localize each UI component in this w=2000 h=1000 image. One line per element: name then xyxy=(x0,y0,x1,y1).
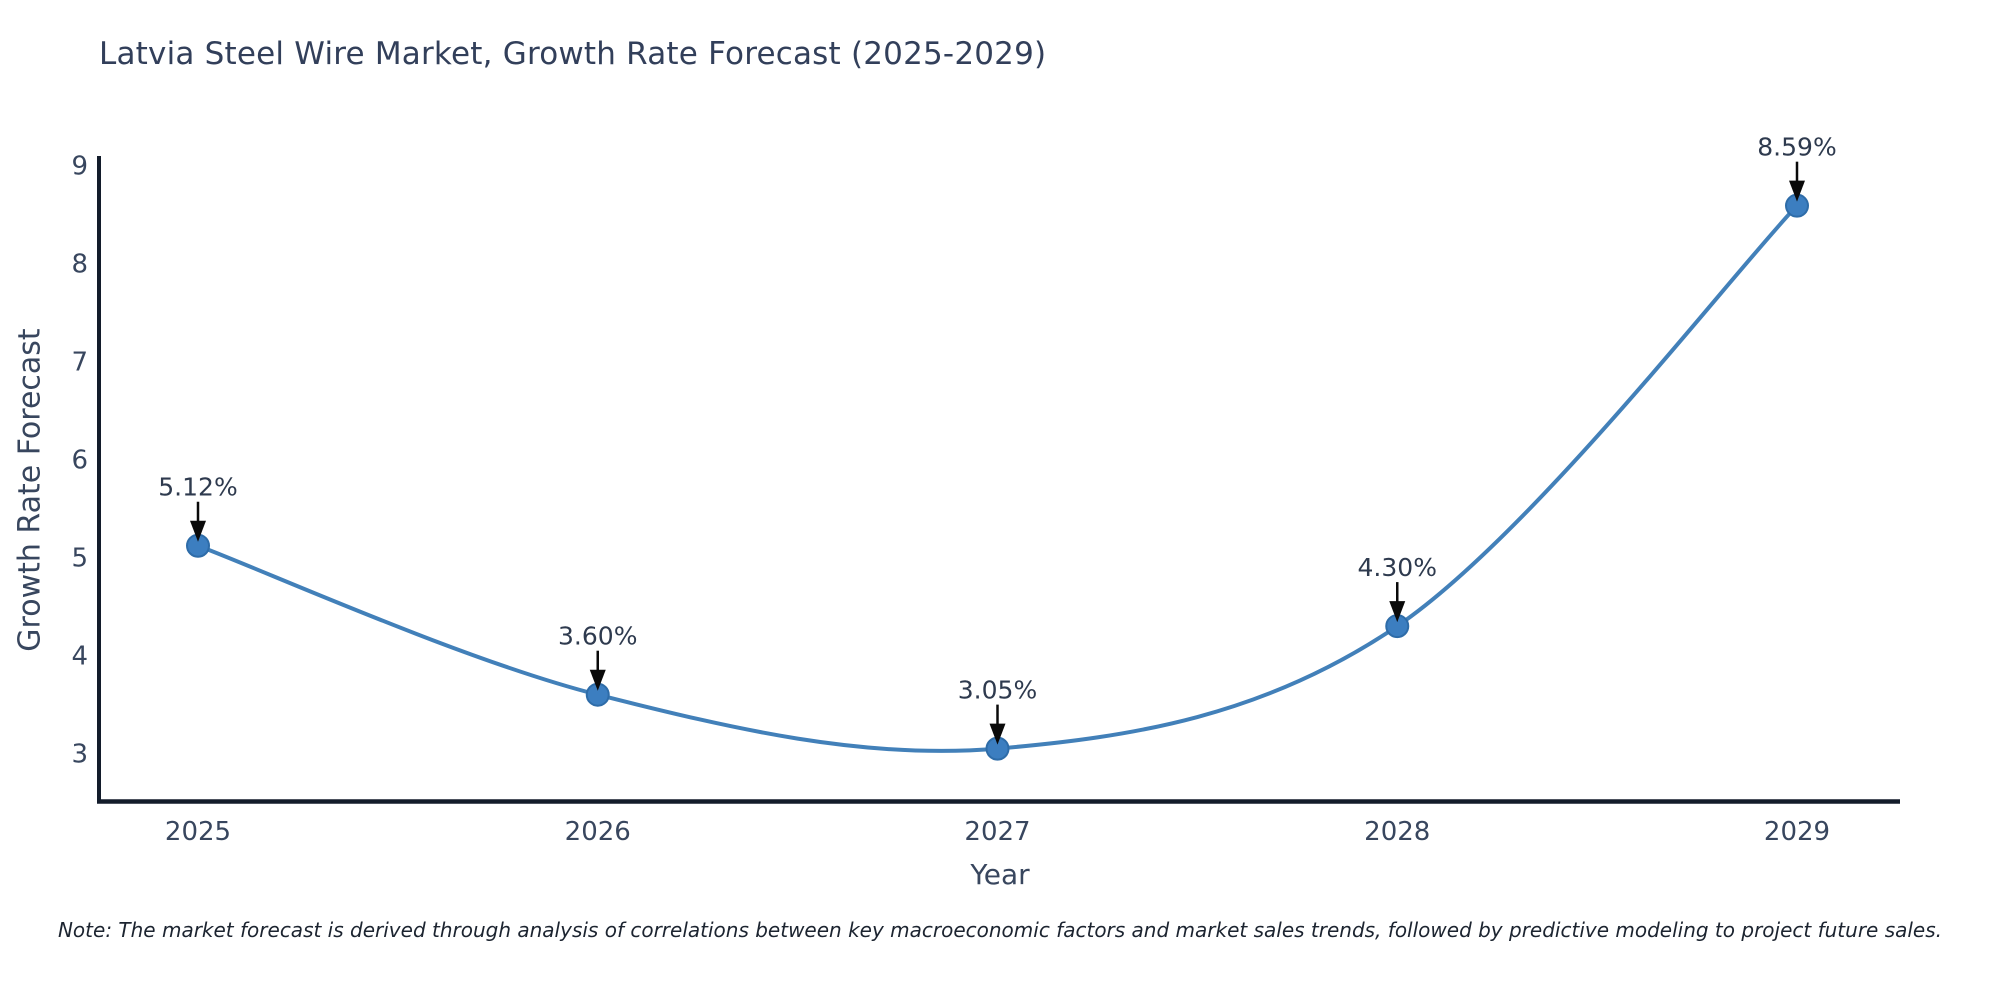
forecast-line xyxy=(196,203,1799,753)
data-point-label: 4.30% xyxy=(1358,553,1437,582)
annotation-arrow-head xyxy=(589,669,606,691)
annotation-arrow-head xyxy=(190,520,206,542)
y-tick-label: 9 xyxy=(71,152,88,182)
y-tick-label: 6 xyxy=(71,446,88,476)
x-axis-title: Year xyxy=(970,858,1030,891)
data-point-label: 8.59% xyxy=(1757,133,1836,162)
data-point-label: 3.05% xyxy=(958,676,1037,705)
x-tick-label: 2029 xyxy=(1764,817,1830,847)
footnote: Note: The market forecast is derived thr… xyxy=(57,918,1943,942)
y-tick-label: 5 xyxy=(71,544,88,574)
y-tick-label: 7 xyxy=(71,348,88,378)
annotation-arrow-head xyxy=(1789,180,1805,202)
annotation-arrow-head xyxy=(989,723,1006,745)
x-tick-label: 2028 xyxy=(1364,817,1430,847)
chart-title: Latvia Steel Wire Market, Growth Rate Fo… xyxy=(99,36,1047,72)
y-tick-label: 8 xyxy=(71,250,88,280)
y-tick-label: 3 xyxy=(71,740,88,770)
y-axis-title: Growth Rate Forecast xyxy=(12,328,48,652)
data-point-label: 3.60% xyxy=(558,622,637,651)
x-tick-label: 2025 xyxy=(165,817,231,847)
annotation-arrow-head xyxy=(1389,601,1406,623)
y-tick-label: 4 xyxy=(71,642,88,672)
data-point-label: 5.12% xyxy=(158,473,237,502)
x-tick-label: 2026 xyxy=(565,817,631,847)
x-tick-label: 2027 xyxy=(964,817,1030,847)
